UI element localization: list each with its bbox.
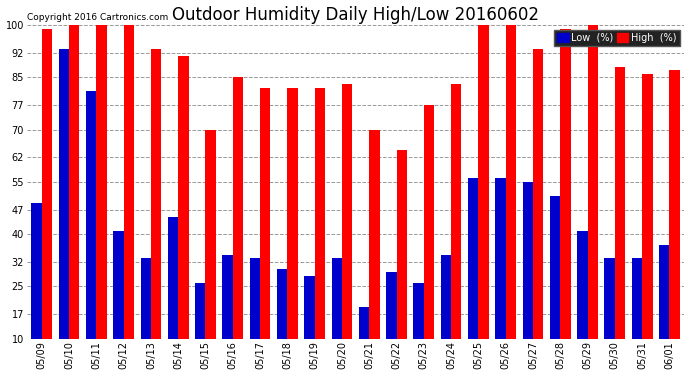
Bar: [386, 272, 397, 339]
Bar: [588, 25, 598, 339]
Bar: [533, 50, 543, 339]
Bar: [522, 182, 533, 339]
Bar: [332, 258, 342, 339]
Bar: [304, 276, 315, 339]
Bar: [468, 178, 478, 339]
Bar: [141, 258, 151, 339]
Legend: Low  (%), High  (%): Low (%), High (%): [554, 30, 680, 46]
Bar: [59, 50, 69, 339]
Bar: [550, 196, 560, 339]
Bar: [604, 258, 615, 339]
Title: Outdoor Humidity Daily High/Low 20160602: Outdoor Humidity Daily High/Low 20160602: [172, 6, 539, 24]
Bar: [669, 70, 680, 339]
Bar: [342, 84, 353, 339]
Bar: [642, 74, 653, 339]
Bar: [195, 283, 206, 339]
Bar: [113, 231, 124, 339]
Bar: [41, 28, 52, 339]
Bar: [632, 258, 642, 339]
Bar: [478, 25, 489, 339]
Bar: [424, 105, 434, 339]
Bar: [287, 88, 297, 339]
Bar: [222, 255, 233, 339]
Bar: [124, 25, 134, 339]
Bar: [277, 269, 287, 339]
Bar: [359, 307, 369, 339]
Bar: [233, 77, 243, 339]
Bar: [260, 88, 270, 339]
Bar: [495, 178, 506, 339]
Bar: [441, 255, 451, 339]
Text: Copyright 2016 Cartronics.com: Copyright 2016 Cartronics.com: [27, 13, 168, 22]
Bar: [168, 217, 178, 339]
Bar: [178, 57, 188, 339]
Bar: [315, 88, 325, 339]
Bar: [250, 258, 260, 339]
Bar: [151, 50, 161, 339]
Bar: [69, 25, 79, 339]
Bar: [659, 244, 669, 339]
Bar: [560, 28, 571, 339]
Bar: [451, 84, 462, 339]
Bar: [97, 25, 107, 339]
Bar: [615, 67, 625, 339]
Bar: [369, 130, 380, 339]
Bar: [31, 203, 41, 339]
Bar: [397, 150, 407, 339]
Bar: [506, 25, 516, 339]
Bar: [86, 91, 97, 339]
Bar: [206, 130, 216, 339]
Bar: [578, 231, 588, 339]
Bar: [413, 283, 424, 339]
